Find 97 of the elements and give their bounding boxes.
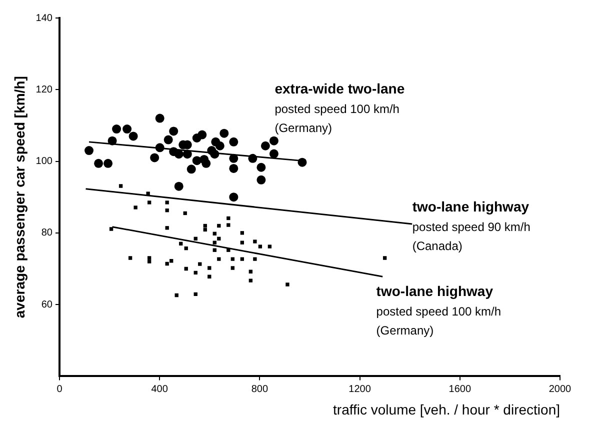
point xyxy=(229,164,238,173)
point xyxy=(164,135,173,144)
point xyxy=(194,236,198,240)
point xyxy=(147,256,152,260)
x-tick-label: 800 xyxy=(251,384,268,395)
point xyxy=(226,216,230,220)
point xyxy=(165,208,169,212)
point xyxy=(194,292,198,296)
point xyxy=(212,232,216,236)
point xyxy=(155,143,164,152)
point xyxy=(240,257,244,261)
point xyxy=(104,158,113,168)
point xyxy=(240,240,244,244)
point xyxy=(268,244,272,248)
point xyxy=(128,132,138,141)
x-tick-label: 1600 xyxy=(448,384,472,395)
point xyxy=(182,150,192,159)
point xyxy=(208,266,212,270)
point xyxy=(183,211,187,216)
point xyxy=(220,128,229,138)
point xyxy=(230,257,234,261)
point xyxy=(169,126,178,136)
point xyxy=(192,156,202,166)
point xyxy=(229,192,238,202)
point xyxy=(217,257,221,261)
annotation: extra-wide two-lane posted speed 100 km/h (Germany) xyxy=(274,80,405,135)
point xyxy=(229,137,238,146)
point xyxy=(203,228,207,232)
annotation: two-lane highway posted speed 90 km/h (Canada) xyxy=(412,198,530,254)
point xyxy=(202,158,211,168)
point xyxy=(253,240,257,244)
point xyxy=(382,256,387,260)
point xyxy=(217,224,221,228)
point xyxy=(256,175,266,184)
point xyxy=(179,242,183,246)
point xyxy=(108,136,117,146)
point xyxy=(128,256,132,260)
x-tick-label: 400 xyxy=(151,384,168,395)
point xyxy=(118,184,123,188)
y-tick-label: 140 xyxy=(36,12,53,24)
point xyxy=(194,270,198,275)
point xyxy=(112,124,122,134)
point xyxy=(286,282,290,286)
point xyxy=(217,236,221,240)
point xyxy=(165,262,169,266)
point xyxy=(184,266,188,271)
point xyxy=(298,158,307,167)
y-axis-title: average passenger car speed [km/h] xyxy=(11,76,28,318)
point xyxy=(122,124,132,134)
point xyxy=(198,262,202,266)
point xyxy=(269,149,278,158)
y-tick-label: 100 xyxy=(36,156,53,168)
y-tick-label: 60 xyxy=(41,299,53,310)
point xyxy=(170,259,174,263)
point xyxy=(147,200,152,204)
x-tick-label: 2000 xyxy=(548,384,572,395)
x-tick-label: 1200 xyxy=(348,384,372,395)
point xyxy=(94,158,104,168)
point xyxy=(147,260,152,264)
point xyxy=(150,153,160,162)
point xyxy=(155,114,164,123)
point xyxy=(174,182,184,191)
point xyxy=(260,141,270,150)
annotation: two-lane highway posted speed 100 km/h (Germany) xyxy=(376,283,502,338)
point xyxy=(165,200,169,204)
point xyxy=(208,274,212,278)
point xyxy=(258,244,262,248)
point xyxy=(134,206,138,210)
point xyxy=(174,150,184,159)
point xyxy=(203,224,207,228)
point xyxy=(210,150,220,159)
point xyxy=(229,154,238,163)
point xyxy=(215,141,224,150)
point xyxy=(240,231,244,235)
y-tick-label: 80 xyxy=(41,228,53,239)
point xyxy=(174,293,178,298)
x-axis-title: traffic volume [veh. / hour * direction] xyxy=(333,401,560,418)
y-tick-label: 120 xyxy=(36,84,53,96)
point xyxy=(248,278,253,282)
point xyxy=(253,257,257,261)
point xyxy=(212,240,216,244)
point xyxy=(186,164,196,174)
point xyxy=(84,146,94,156)
point xyxy=(109,227,114,231)
point xyxy=(248,154,258,163)
point xyxy=(184,246,188,250)
point xyxy=(248,270,253,274)
point xyxy=(230,266,234,270)
point xyxy=(226,223,230,227)
point xyxy=(269,136,278,146)
point xyxy=(165,226,169,230)
point xyxy=(146,192,150,196)
point xyxy=(198,130,207,140)
point xyxy=(226,248,230,252)
x-tick-label: 0 xyxy=(56,384,63,395)
point xyxy=(212,248,216,252)
point xyxy=(256,162,266,172)
